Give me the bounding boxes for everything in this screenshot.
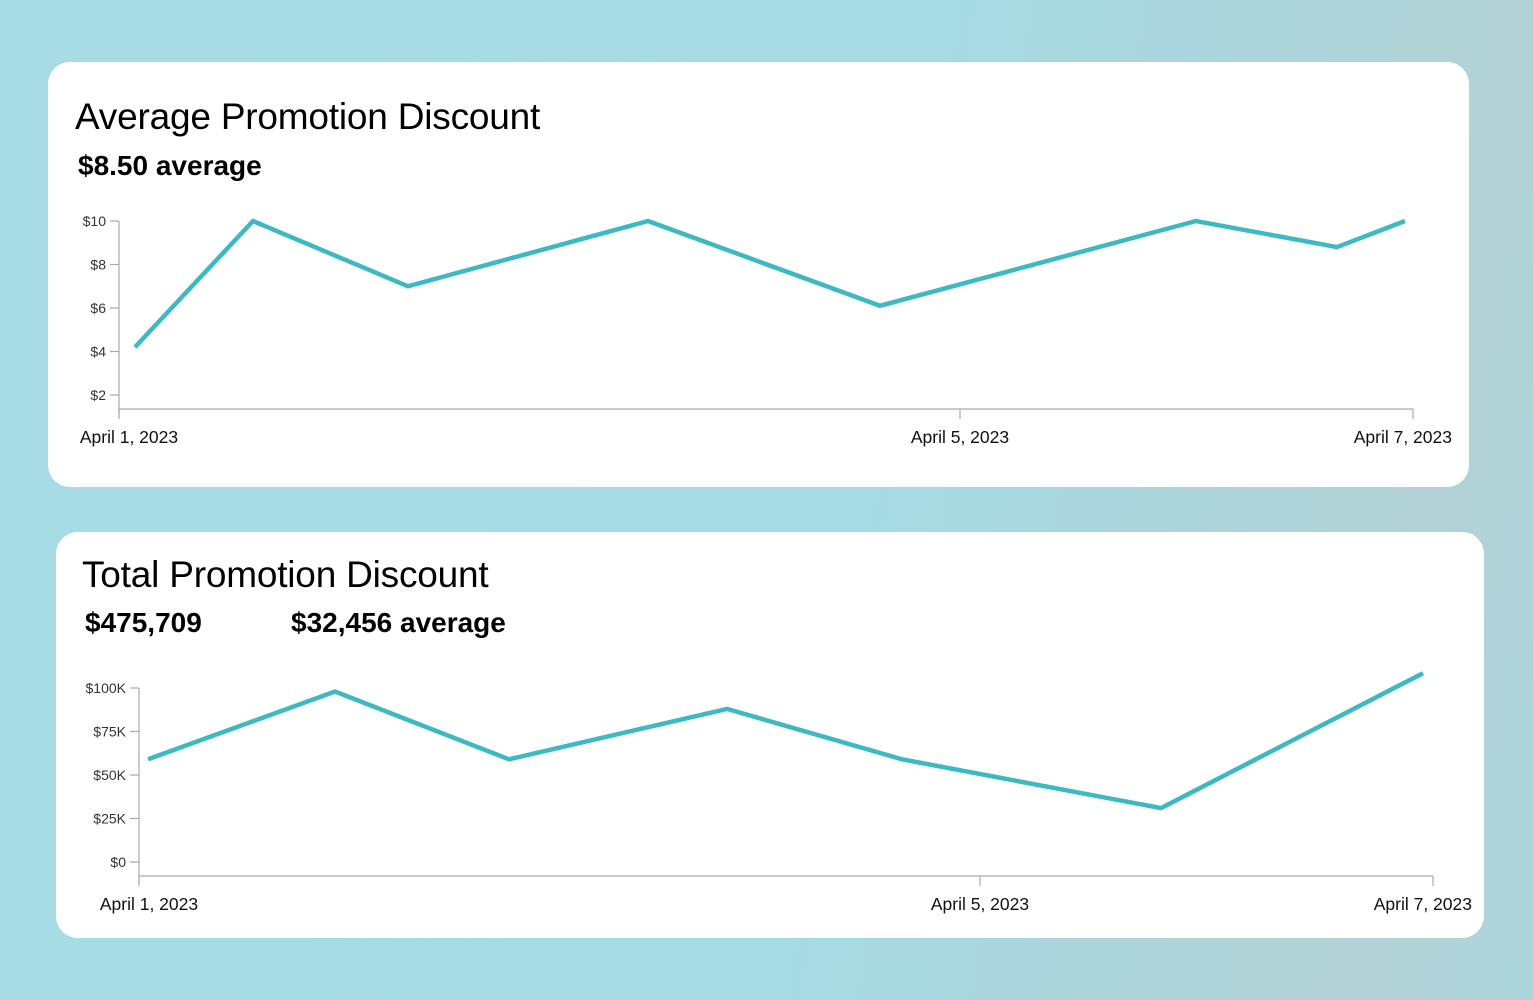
total-discount-line-chart: $0 $25K $50K $75K $100K April 1, 2023 April 5,… [86, 671, 1472, 914]
x-tick-label: April 5, 2023 [911, 427, 1009, 447]
x-tick-label: April 1, 2023 [100, 894, 198, 914]
average-promotion-discount-card: Average Promotion Discount $8.50 average… [48, 62, 1469, 487]
total-stat: $475,709 [85, 607, 202, 638]
average-stat: $8.50 average [78, 150, 262, 181]
x-tick-label: April 7, 2023 [1354, 427, 1452, 447]
series-line [147, 671, 1425, 811]
y-tick-label: $4 [90, 344, 106, 360]
y-tick-label: $2 [90, 387, 106, 403]
y-tick-label: $10 [83, 213, 107, 229]
y-tick-label: $6 [90, 300, 106, 316]
y-tick-label: $50K [93, 767, 126, 783]
total-promotion-discount-card: Total Promotion Discount $475,709 $32,45… [56, 532, 1484, 938]
card-title: Total Promotion Discount [82, 554, 489, 595]
x-tick-label: April 7, 2023 [1374, 894, 1472, 914]
y-tick-label: $100K [86, 680, 127, 696]
series-line [133, 218, 1406, 349]
y-tick-label: $75K [93, 724, 126, 740]
y-tick-label: $25K [93, 811, 126, 827]
y-tick-label: $0 [110, 854, 126, 870]
x-tick-label: April 1, 2023 [80, 427, 178, 447]
y-tick-label: $8 [90, 257, 106, 273]
x-tick-label: April 5, 2023 [931, 894, 1029, 914]
card-title: Average Promotion Discount [75, 96, 541, 137]
average-discount-line-chart: $2 $4 $6 $8 $10 April 1, 2023 April 5, 2023 Apr… [80, 213, 1452, 447]
average-stat: $32,456 average [291, 607, 506, 638]
